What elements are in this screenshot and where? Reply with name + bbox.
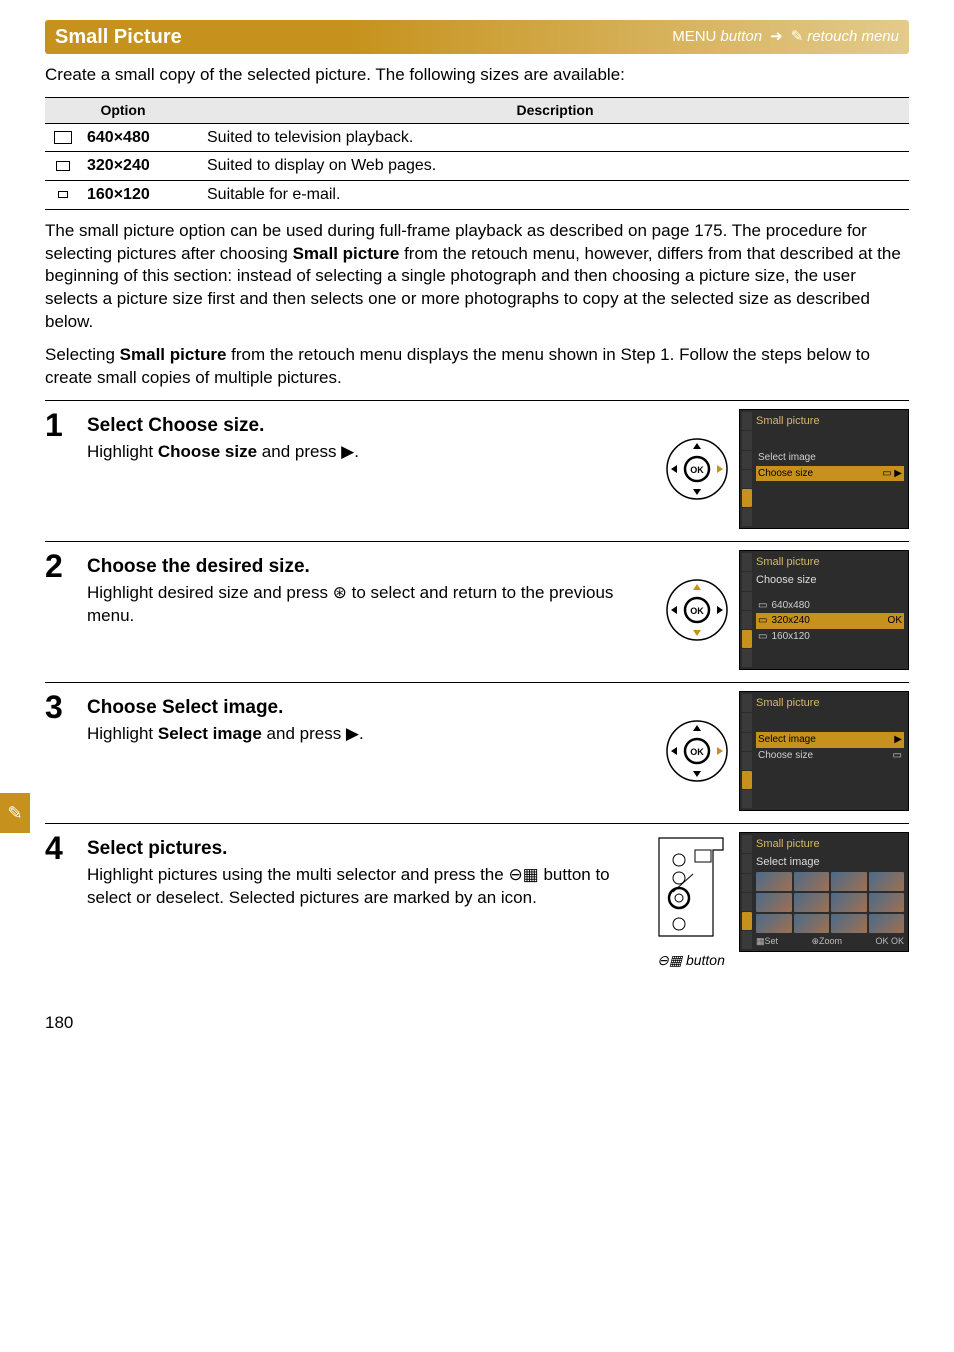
- step-1: 1 Select Choose size. Highlight Choose s…: [45, 400, 909, 541]
- page-number: 180: [45, 1012, 909, 1035]
- camera-back-icon: [653, 832, 729, 942]
- lcd4-sub: Select image: [756, 855, 904, 870]
- menu-prefix: MENU: [672, 27, 716, 47]
- step-4-number: 4: [45, 832, 73, 970]
- retouch-side-tab: ✎: [0, 793, 30, 833]
- lcd2-item-0: ▭ 640x480: [756, 598, 904, 614]
- step-1-detail: Highlight Choose size and press ▶.: [87, 441, 651, 464]
- step-2-head: Choose the desired size.: [87, 554, 651, 580]
- step-3-lcd: Small picture Select image▶ Choose size▭: [739, 691, 909, 811]
- retouch-label: retouch menu: [807, 27, 899, 47]
- step-1-head: Select Choose size.: [87, 413, 651, 439]
- paragraph-2: The small picture option can be used dur…: [45, 220, 909, 335]
- button-word: button: [720, 27, 762, 47]
- col-description: Description: [201, 97, 909, 123]
- step-4-lcd: Small picture Select image ▦Set ⊕Zoom OK…: [739, 832, 909, 952]
- intro-paragraph: Create a small copy of the selected pict…: [45, 64, 909, 87]
- retouch-tab-icon: ✎: [7, 801, 22, 825]
- step-4-detail: Highlight pictures using the multi selec…: [87, 864, 639, 910]
- sizes-table: Option Description 640×480Suited to tele…: [45, 97, 909, 210]
- step-1-number: 1: [45, 409, 73, 529]
- lcd2-sub: Choose size: [756, 573, 904, 588]
- table-row: 160×120Suitable for e-mail.: [45, 181, 909, 210]
- lcd4-title: Small picture: [756, 837, 904, 852]
- step-2-number: 2: [45, 550, 73, 670]
- lcd2-item-1: ▭ 320x240OK: [756, 613, 904, 629]
- dpad-icon: OK: [665, 578, 729, 642]
- section-header: Small Picture MENU button ➜ ✎ retouch me…: [45, 20, 909, 54]
- qbutton-caption: ⊖▦ button: [653, 951, 729, 970]
- arrow-icon: ➜: [770, 27, 783, 47]
- table-row: 640×480Suited to television playback.: [45, 123, 909, 152]
- svg-text:OK: OK: [690, 465, 704, 475]
- lcd1-title: Small picture: [756, 414, 904, 429]
- lcd4-thumbnails: [756, 872, 904, 933]
- lcd3-title: Small picture: [756, 696, 904, 711]
- svg-text:OK: OK: [690, 606, 704, 616]
- dpad-icon: OK: [665, 719, 729, 783]
- step-3-head: Choose Select image.: [87, 695, 651, 721]
- lcd3-item-0: Select image▶: [756, 732, 904, 748]
- step-3-detail: Highlight Select image and press ▶.: [87, 723, 651, 746]
- retouch-icon: ✎: [791, 27, 804, 47]
- step-2-lcd: Small picture Choose size ▭ 640x480 ▭ 32…: [739, 550, 909, 670]
- lcd2-title: Small picture: [756, 555, 904, 570]
- section-title: Small Picture: [55, 24, 672, 51]
- lcd1-item-0: Select image: [756, 450, 904, 466]
- step-3: 3 Choose Select image. Highlight Select …: [45, 682, 909, 823]
- lcd2-item-2: ▭ 160x120: [756, 629, 904, 645]
- lcd3-item-1: Choose size▭: [756, 748, 904, 764]
- svg-text:OK: OK: [690, 747, 704, 757]
- step-3-number: 3: [45, 691, 73, 811]
- step-4-head: Select pictures.: [87, 836, 639, 862]
- paragraph-3: Selecting Small picture from the retouch…: [45, 344, 909, 390]
- header-menu-path: MENU button ➜ ✎ retouch menu: [672, 27, 899, 47]
- dpad-icon: OK: [665, 437, 729, 501]
- step-2-detail: Highlight desired size and press ⊛ to se…: [87, 582, 651, 628]
- table-row: 320×240Suited to display on Web pages.: [45, 152, 909, 181]
- lcd1-item-1: Choose size▭ ▶: [756, 466, 904, 482]
- step-2: 2 Choose the desired size. Highlight des…: [45, 541, 909, 682]
- col-option: Option: [45, 97, 201, 123]
- lcd4-footer: ▦Set ⊕Zoom OK OK: [756, 935, 904, 947]
- step-1-lcd: Small picture Select image Choose size▭ …: [739, 409, 909, 529]
- step-4: 4 Select pictures. Highlight pictures us…: [45, 823, 909, 982]
